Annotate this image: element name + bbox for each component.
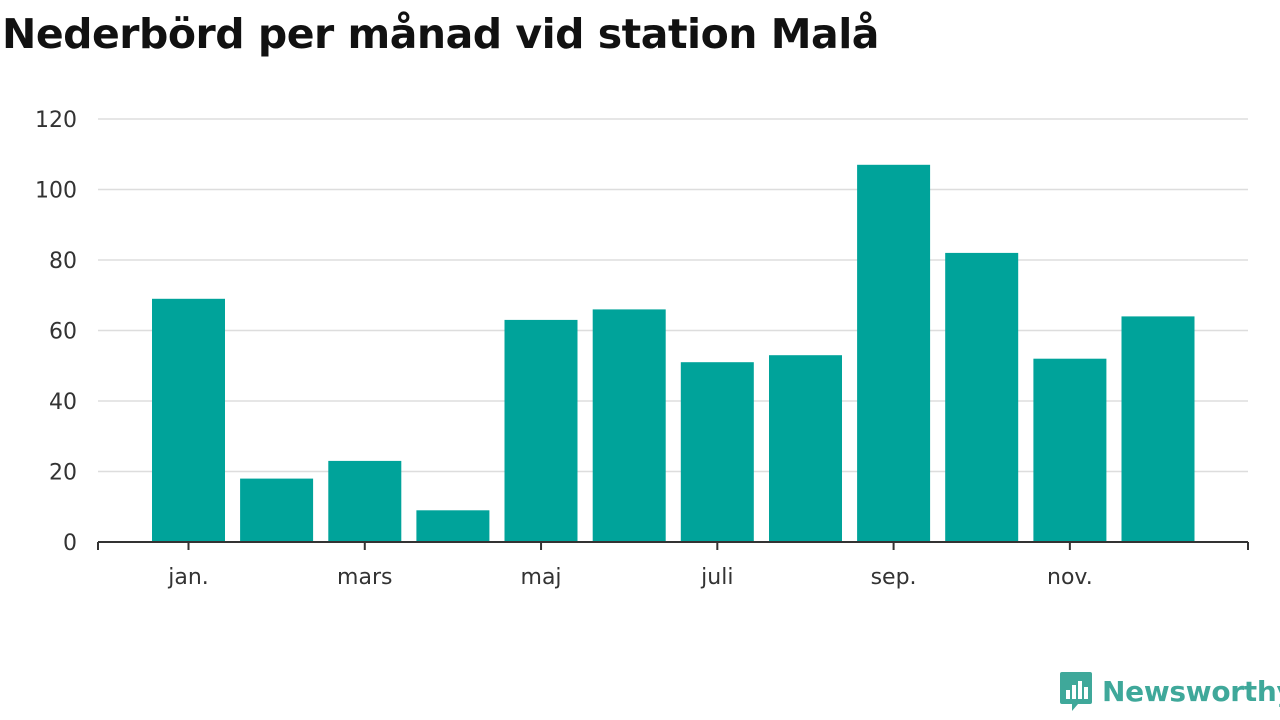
brand-name: Newsworthy bbox=[1102, 674, 1280, 708]
bar-sep bbox=[857, 164, 931, 543]
bar-maj bbox=[504, 319, 578, 542]
x-tick-label-nov: nov. bbox=[1047, 565, 1093, 590]
x-tick-label-maj: maj bbox=[521, 565, 562, 590]
bar-apr bbox=[416, 510, 490, 542]
bar-mars bbox=[328, 460, 402, 542]
grid-lines bbox=[98, 118, 1248, 473]
bar-juni bbox=[592, 309, 666, 542]
y-tick-label-0: 0 bbox=[63, 531, 77, 556]
y-tick-label-20: 20 bbox=[49, 461, 77, 486]
bar-series bbox=[152, 164, 1195, 543]
bar-feb bbox=[240, 478, 314, 542]
x-tick-label-mars: mars bbox=[337, 565, 392, 590]
y-tick-label-60: 60 bbox=[49, 320, 77, 345]
bar-nov bbox=[1033, 358, 1107, 542]
x-tick-label-jan: jan. bbox=[167, 565, 209, 590]
bar-aug bbox=[769, 355, 842, 542]
brand-logo: Newsworthy bbox=[1058, 670, 1280, 712]
bar-okt bbox=[945, 252, 1019, 542]
x-tick-label-sep: sep. bbox=[871, 565, 917, 590]
y-tick-label-100: 100 bbox=[35, 179, 77, 204]
bar-juli bbox=[680, 362, 754, 542]
y-tick-label-40: 40 bbox=[49, 390, 77, 415]
newsworthy-logo-icon bbox=[1060, 672, 1092, 711]
x-tick-label-juli: juli bbox=[700, 565, 733, 590]
y-tick-label-120: 120 bbox=[35, 108, 77, 133]
bar-dec bbox=[1121, 316, 1195, 542]
chart-title: Nederbörd per månad vid station Malå bbox=[2, 10, 879, 58]
bar-jan bbox=[152, 298, 225, 542]
y-tick-label-80: 80 bbox=[49, 249, 77, 274]
axes: 0 20 40 60 80 100 120 jan. mars maj juli sep. nov. bbox=[35, 108, 1249, 590]
